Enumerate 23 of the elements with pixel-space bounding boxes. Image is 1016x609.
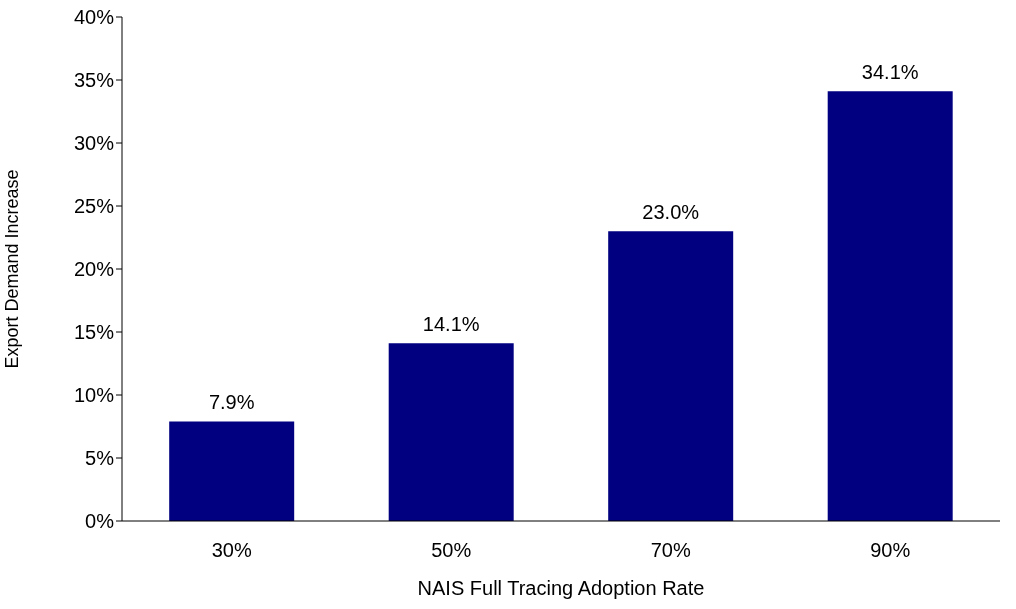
data-label: 23.0% [642,201,700,224]
bar [827,91,953,521]
x-axis-title: NAIS Full Tracing Adoption Rate [417,577,705,599]
x-tick-label: 70% [650,539,691,562]
data-label: 14.1% [422,313,480,336]
data-label: 7.9% [208,391,255,414]
y-tick-label: 15% [73,321,115,344]
y-tick-label: 30% [73,132,115,155]
bar [388,343,514,521]
y-tick-label: 35% [73,69,115,92]
y-axis-title: Export Demand Increase [2,169,23,369]
y-tick-label: 10% [73,384,115,407]
y-tick-label: 5% [85,447,115,470]
y-tick-label: 20% [73,258,115,281]
x-tick-label: 30% [211,539,252,562]
x-tick-label: 90% [870,539,911,562]
y-tick-label: 40% [73,6,115,29]
y-tick-label: 0% [85,510,115,533]
x-tick-label: 50% [431,539,472,562]
y-tick-label: 25% [73,195,115,218]
bar [169,421,295,521]
data-label: 34.1% [861,61,919,84]
bar [608,231,734,521]
